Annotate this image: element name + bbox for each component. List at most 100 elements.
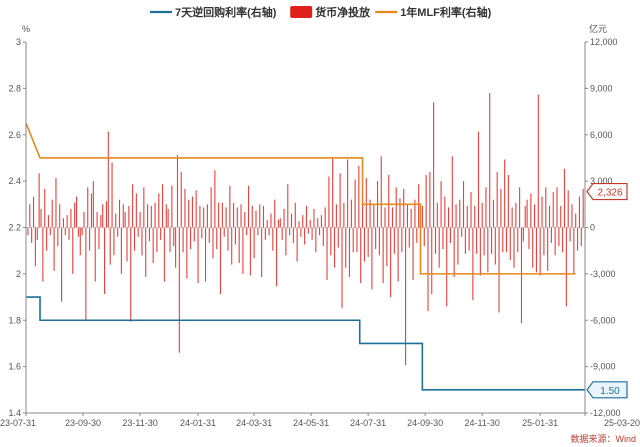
net-injection-bar: [453, 227, 455, 277]
net-injection-bar: [160, 227, 162, 240]
net-injection-bar: [468, 227, 470, 251]
net-injection-bar: [137, 227, 139, 237]
net-injection-bar: [433, 102, 435, 228]
net-injection-bar: [304, 227, 306, 245]
net-injection-bar: [156, 227, 158, 253]
net-injection-bar: [476, 227, 478, 254]
net-injection-bar: [79, 227, 81, 256]
net-injection-last-box: [586, 182, 628, 201]
net-injection-bar: [563, 168, 566, 228]
net-injection-bar: [216, 227, 218, 250]
net-injection-bar: [319, 227, 321, 236]
right-tick-label: 6,000: [590, 130, 613, 140]
reverse-repo-7d-line: [26, 296, 585, 391]
net-injection-bar: [509, 227, 511, 260]
legend-label-net: 货币净投放: [314, 5, 371, 19]
net-injection-bar: [154, 202, 156, 228]
net-injection-bar: [502, 227, 504, 253]
left-tick-label: 2.6: [8, 130, 21, 140]
net-injection-bar: [375, 227, 377, 250]
net-injection-bar: [289, 227, 291, 236]
x-tick-label: 24-01-31: [180, 418, 216, 428]
net-injection-bar: [532, 227, 534, 268]
net-injection-bar: [163, 227, 165, 282]
net-injection-bar: [496, 171, 498, 228]
net-injection-bar: [362, 199, 364, 228]
net-injection-bar: [259, 204, 261, 228]
net-injection-bar: [102, 204, 104, 228]
net-injection-bar: [115, 213, 117, 228]
net-injection-bar: [240, 204, 242, 228]
net-injection-bar: [262, 205, 265, 228]
net-injection-bar: [188, 199, 190, 228]
right-tick-label: -6,000: [590, 315, 616, 325]
net-injection-bar: [391, 207, 394, 228]
net-injection-bar: [436, 202, 438, 228]
net-injection-bar: [75, 196, 78, 228]
net-injection-bar: [32, 196, 35, 228]
net-injection-bar: [554, 227, 556, 256]
net-injection-bar: [296, 227, 298, 262]
net-injection-bar: [410, 208, 412, 228]
net-injection-bar: [412, 227, 414, 281]
net-injection-bar: [444, 196, 446, 228]
net-injection-bar: [479, 227, 481, 276]
net-injection-bar: [257, 227, 259, 236]
net-injection-bar: [507, 174, 509, 228]
net-injection-bar: [66, 215, 68, 228]
net-injection-bar: [414, 199, 416, 228]
net-injection-bar: [472, 227, 474, 301]
net-injection-bar: [251, 205, 253, 228]
net-injection-bar: [287, 184, 289, 228]
net-injection-bar: [199, 205, 201, 228]
x-tick-label: 23-11-30: [122, 418, 157, 428]
net-injection-bar: [135, 193, 137, 228]
net-injection-bar: [190, 227, 192, 250]
net-injection-bar: [328, 176, 330, 228]
net-injection-bar: [363, 227, 365, 262]
net-injection-bar: [236, 207, 238, 228]
net-injection-bar: [107, 131, 109, 228]
net-injection-bar: [403, 188, 405, 228]
x-tick-label: 24-03-31: [236, 418, 272, 428]
net-injection-bar: [369, 199, 371, 228]
net-injection-bar: [268, 227, 270, 236]
net-injection-bar: [47, 215, 50, 228]
net-injection-bar: [577, 227, 579, 251]
net-injection-bar: [139, 212, 141, 228]
net-injection-bar: [466, 205, 468, 228]
net-injection-bar: [548, 205, 551, 228]
net-injection-bar: [247, 185, 250, 228]
net-injection-bar: [350, 199, 352, 228]
net-injection-bar: [290, 213, 293, 228]
net-injection-bar: [300, 227, 302, 237]
net-injection-bar: [380, 156, 382, 228]
net-injection-bar: [219, 227, 222, 294]
left-tick-label: 2: [16, 269, 21, 279]
net-injection-bar: [169, 227, 171, 253]
net-injection-bar: [72, 227, 74, 274]
net-injection-bar: [92, 181, 94, 228]
net-injection-bar: [537, 94, 539, 228]
net-injection-bar: [253, 227, 255, 259]
net-injection-bar: [378, 227, 380, 256]
net-injection-bar: [461, 227, 463, 237]
net-injection-bar: [504, 159, 506, 228]
net-injection-bar: [406, 204, 408, 228]
net-injection-bar: [214, 170, 216, 228]
net-injection-bar: [175, 227, 177, 268]
net-injection-bar: [352, 227, 354, 253]
net-injection-bar: [341, 227, 343, 308]
net-injection-bar: [530, 193, 532, 228]
net-injection-bar: [395, 187, 397, 228]
reverse-repo-last-box: [586, 381, 628, 399]
left-axis-unit: %: [22, 24, 30, 34]
net-injection-bar: [449, 227, 451, 243]
net-injection-bar: [150, 205, 152, 228]
net-injection-bar: [455, 204, 457, 228]
net-injection-bar: [281, 227, 283, 240]
left-tick-label: 1.4: [8, 408, 21, 418]
net-injection-bar: [210, 187, 212, 228]
net-injection-bar: [145, 227, 147, 277]
net-injection-bar: [231, 227, 233, 265]
